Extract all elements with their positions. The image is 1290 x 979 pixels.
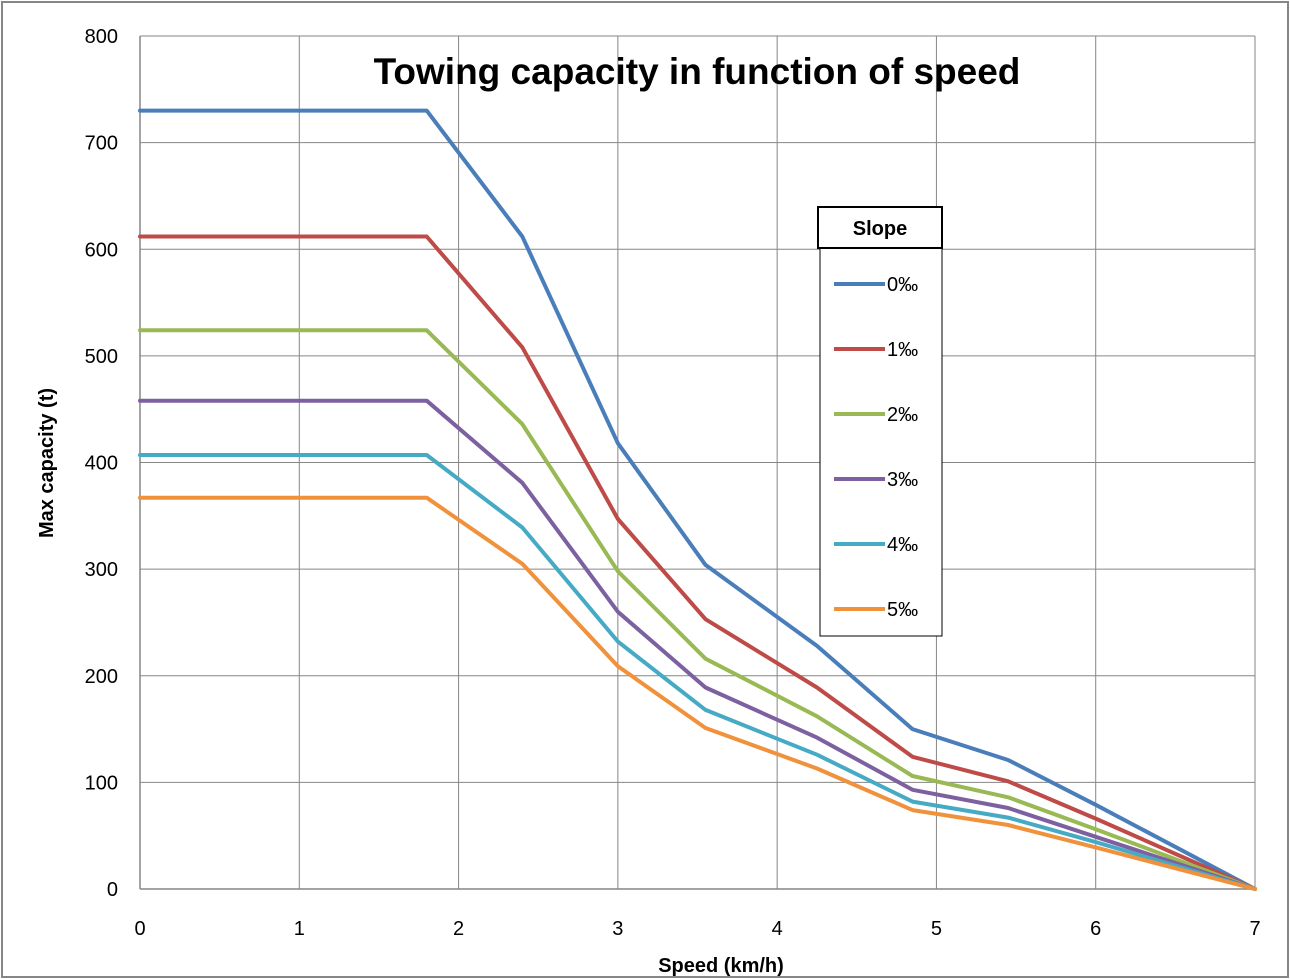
y-tick-label: 400 bbox=[85, 453, 118, 475]
x-tick-label: 1 bbox=[294, 918, 305, 940]
legend-title: Slope bbox=[853, 218, 907, 240]
x-tick-label: 5 bbox=[931, 918, 942, 940]
legend-label-2: 2‰ bbox=[887, 404, 918, 426]
y-tick-label: 800 bbox=[85, 26, 118, 48]
y-tick-label: 500 bbox=[85, 346, 118, 368]
series-line-4 bbox=[138, 453, 1257, 891]
y-axis-label: Max capacity (t) bbox=[36, 388, 58, 538]
legend-label-5: 5‰ bbox=[887, 599, 918, 621]
x-tick-label: 4 bbox=[772, 918, 783, 940]
series-line-3 bbox=[138, 398, 1257, 891]
x-tick-label: 7 bbox=[1249, 918, 1260, 940]
y-tick-label: 600 bbox=[85, 239, 118, 261]
legend-label-3: 3‰ bbox=[887, 469, 918, 491]
legend: Slope 0‰ 1‰ 2‰ 3‰ 4‰ 5‰ bbox=[817, 206, 943, 637]
legend-items: 0‰ 1‰ 2‰ 3‰ 4‰ 5‰ bbox=[834, 274, 918, 621]
series-line-5 bbox=[138, 495, 1257, 891]
y-tick-label: 300 bbox=[85, 559, 118, 581]
series-group bbox=[138, 108, 1257, 891]
x-axis-label: Speed (km/h) bbox=[658, 955, 784, 977]
series-line-2 bbox=[138, 328, 1257, 891]
x-tick-label: 0 bbox=[134, 918, 145, 940]
y-tick-label: 700 bbox=[85, 133, 118, 155]
series-line-0 bbox=[138, 108, 1257, 891]
axes: 0 100 200 300 400 500 600 700 800 0 1 2 3 4 5 6 7 bbox=[85, 26, 1261, 940]
y-tick-label: 200 bbox=[85, 666, 118, 688]
legend-title-box bbox=[817, 206, 943, 249]
chart-title: Towing capacity in function of speed bbox=[374, 51, 1021, 92]
x-tick-label: 3 bbox=[612, 918, 623, 940]
legend-box bbox=[819, 247, 943, 637]
legend-label-0: 0‰ bbox=[887, 274, 918, 296]
series-line-1 bbox=[138, 234, 1257, 891]
legend-label-1: 1‰ bbox=[887, 339, 918, 361]
x-tick-label: 6 bbox=[1090, 918, 1101, 940]
y-tick-label: 100 bbox=[85, 772, 118, 794]
x-tick-label: 2 bbox=[453, 918, 464, 940]
legend-label-4: 4‰ bbox=[887, 534, 918, 556]
y-tick-label: 0 bbox=[107, 879, 118, 901]
